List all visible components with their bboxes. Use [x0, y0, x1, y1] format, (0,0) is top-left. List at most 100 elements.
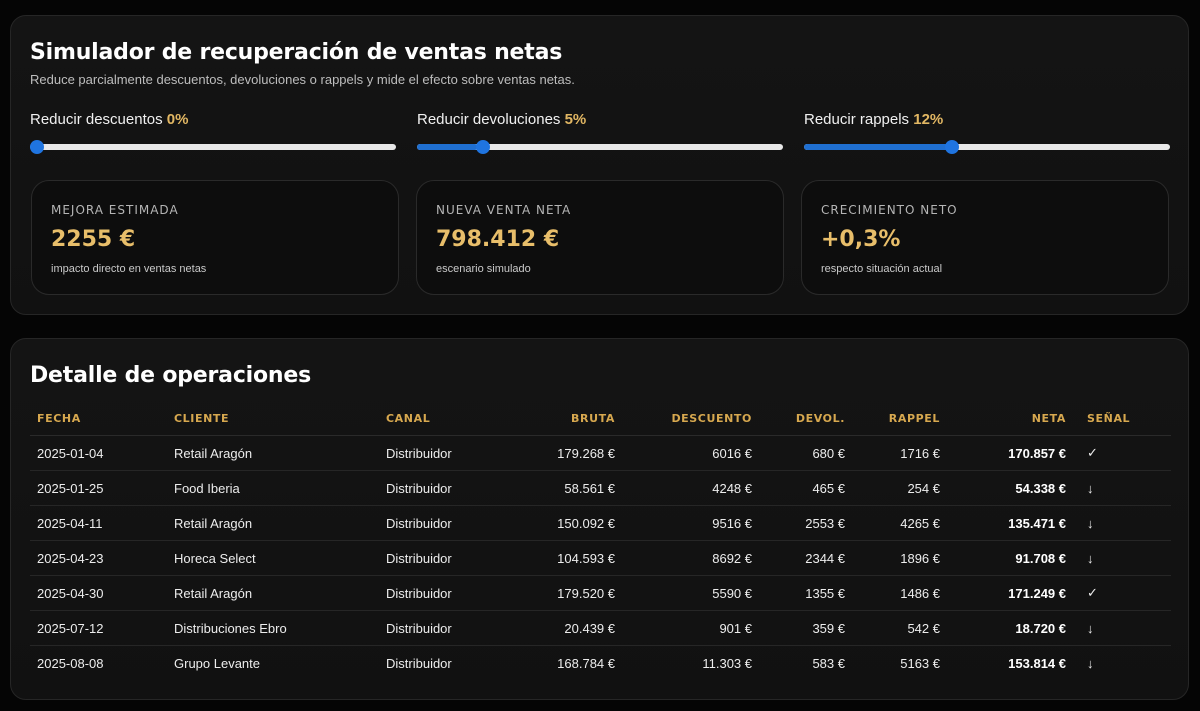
col-rappel: RAPPEL [852, 401, 947, 436]
cell-devol: 680 € [759, 435, 852, 471]
cell-rappel: 542 € [852, 610, 947, 646]
table-row: 2025-04-11 Retail Aragón Distribuidor 15… [30, 505, 1171, 541]
slider-label: Reducir descuentos 0% [30, 111, 396, 128]
slider-rappels: Reducir rappels 12% [804, 111, 1170, 154]
cell-cliente: Food Iberia [167, 470, 379, 506]
card-crecimiento-neto: CRECIMIENTO NETO +0,3% respecto situació… [801, 180, 1169, 295]
cell-cliente: Distribuciones Ebro [167, 610, 379, 646]
table-row: 2025-01-04 Retail Aragón Distribuidor 17… [30, 435, 1171, 471]
col-descuento: DESCUENTO [622, 401, 759, 436]
col-fecha: FECHA [30, 401, 167, 436]
cell-bruta: 179.268 € [509, 435, 622, 471]
check-icon: ✓ [1073, 575, 1171, 611]
slider-label-text: Reducir devoluciones [417, 111, 561, 128]
table-header-row: FECHA CLIENTE CANAL BRUTA DESCUENTO DEVO… [30, 401, 1171, 436]
cell-rappel: 1896 € [852, 540, 947, 576]
cell-devol: 2553 € [759, 505, 852, 541]
cell-devol: 465 € [759, 470, 852, 506]
cell-rappel: 1486 € [852, 575, 947, 611]
cell-neta: 18.720 € [947, 610, 1073, 646]
arrow-down-icon: ↓ [1073, 540, 1171, 576]
operations-table: FECHA CLIENTE CANAL BRUTA DESCUENTO DEVO… [30, 401, 1171, 680]
simulator-title: Simulador de recuperación de ventas neta… [30, 40, 563, 65]
cell-fecha: 2025-04-30 [30, 575, 167, 611]
cell-fecha: 2025-08-08 [37, 655, 104, 671]
cell-neta: 170.857 € [947, 435, 1073, 471]
cell-cliente: Retail Aragón [167, 435, 379, 471]
card-value: 798.412 € [436, 227, 560, 252]
cell-neta: 54.338 € [947, 470, 1073, 506]
simulator-panel: Simulador de recuperación de ventas neta… [10, 15, 1189, 315]
cell-neta: 171.249 € [947, 575, 1073, 611]
simulator-subtitle: Reduce parcialmente descuentos, devoluci… [30, 72, 575, 87]
cell-devol: 2344 € [759, 540, 852, 576]
cell-descuento: 901 € [622, 610, 759, 646]
cell-cliente: Grupo Levante [174, 655, 261, 671]
slider-fill [417, 144, 478, 150]
table-row: 2025-08-08 Grupo Levante Distribuidor 16… [30, 646, 1171, 681]
col-canal: CANAL [379, 401, 509, 436]
cell-devol: 359 € [759, 610, 852, 646]
cell-descuento: 8692 € [622, 540, 759, 576]
card-value: +0,3% [821, 227, 901, 252]
slider-track[interactable] [804, 140, 1170, 154]
cell-bruta: 104.593 € [509, 540, 622, 576]
card-label: MEJORA ESTIMADA [51, 203, 179, 217]
col-neta: NETA [947, 401, 1073, 436]
table-row: 2025-04-30 Retail Aragón Distribuidor 17… [30, 575, 1171, 611]
cell-canal: Distribuidor [386, 655, 452, 671]
slider-thumb[interactable] [30, 140, 44, 154]
col-devol: DEVOL. [759, 401, 852, 436]
cell-canal: Distribuidor [379, 610, 509, 646]
slider-thumb[interactable] [944, 140, 959, 154]
cell-bruta: 168.784 € [557, 655, 615, 671]
slider-fill [804, 144, 951, 150]
operations-title: Detalle de operaciones [30, 363, 311, 388]
card-label: CRECIMIENTO NETO [821, 203, 958, 217]
table-row: 2025-07-12 Distribuciones Ebro Distribui… [30, 610, 1171, 646]
cell-canal: Distribuidor [379, 470, 509, 506]
col-senal: SEÑAL [1073, 401, 1171, 436]
slider-thumb[interactable] [475, 140, 490, 154]
cell-rappel: 4265 € [852, 505, 947, 541]
card-value: 2255 € [51, 227, 136, 252]
cell-fecha: 2025-01-25 [30, 470, 167, 506]
slider-devoluciones: Reducir devoluciones 5% [417, 111, 783, 154]
cell-descuento: 9516 € [622, 505, 759, 541]
cell-canal: Distribuidor [379, 575, 509, 611]
cell-rappel: 254 € [852, 470, 947, 506]
cell-descuento: 4248 € [622, 470, 759, 506]
slider-value: 0% [166, 111, 189, 128]
slider-track[interactable] [417, 140, 783, 154]
cell-fecha: 2025-04-11 [30, 505, 167, 541]
cell-fecha: 2025-04-23 [30, 540, 167, 576]
slider-descuentos: Reducir descuentos 0% [30, 111, 396, 154]
arrow-down-icon: ↓ [1087, 655, 1094, 671]
cell-cliente: Retail Aragón [167, 505, 379, 541]
arrow-down-icon: ↓ [1073, 470, 1171, 506]
operations-panel: Detalle de operaciones FECHA CLIENTE CAN… [10, 338, 1189, 700]
arrow-down-icon: ↓ [1073, 505, 1171, 541]
table-row: 2025-01-25 Food Iberia Distribuidor 58.5… [30, 470, 1171, 506]
cell-devol: 583 € [812, 655, 845, 671]
slider-label-text: Reducir rappels [804, 111, 910, 128]
cell-canal: Distribuidor [379, 435, 509, 471]
card-note: respecto situación actual [821, 263, 943, 275]
card-mejora-estimada: MEJORA ESTIMADA 2255 € impacto directo e… [31, 180, 399, 295]
cell-descuento: 11.303 € [702, 655, 752, 671]
cell-descuento: 6016 € [622, 435, 759, 471]
check-icon: ✓ [1073, 435, 1171, 471]
card-label: NUEVA VENTA NETA [436, 203, 572, 217]
cell-neta: 153.814 € [1008, 655, 1066, 671]
card-note: escenario simulado [436, 263, 531, 275]
card-nueva-venta-neta: NUEVA VENTA NETA 798.412 € escenario sim… [416, 180, 784, 295]
cell-cliente: Retail Aragón [167, 575, 379, 611]
slider-value: 5% [564, 111, 587, 128]
cell-neta: 135.471 € [947, 505, 1073, 541]
col-cliente: CLIENTE [167, 401, 379, 436]
slider-value: 12% [913, 111, 944, 128]
slider-label-text: Reducir descuentos [30, 111, 163, 128]
cell-fecha: 2025-01-04 [30, 435, 167, 471]
slider-track[interactable] [30, 140, 396, 154]
cell-bruta: 150.092 € [509, 505, 622, 541]
